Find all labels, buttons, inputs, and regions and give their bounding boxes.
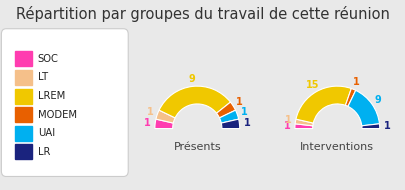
Text: 1: 1 bbox=[241, 107, 248, 117]
Text: SOC: SOC bbox=[38, 54, 59, 64]
Text: 1: 1 bbox=[284, 121, 291, 131]
Wedge shape bbox=[296, 86, 351, 123]
Bar bbox=[15, 107, 32, 122]
Text: MODEM: MODEM bbox=[38, 110, 77, 120]
Text: LT: LT bbox=[38, 72, 48, 82]
Text: 15: 15 bbox=[306, 80, 320, 90]
Wedge shape bbox=[295, 124, 313, 129]
Wedge shape bbox=[295, 119, 313, 126]
Text: 9: 9 bbox=[375, 95, 382, 105]
Wedge shape bbox=[156, 110, 175, 123]
Wedge shape bbox=[220, 110, 239, 123]
Text: UAI: UAI bbox=[38, 128, 55, 138]
Text: 1: 1 bbox=[144, 118, 151, 128]
Text: 1: 1 bbox=[244, 118, 250, 128]
Bar bbox=[15, 51, 32, 66]
Text: 1: 1 bbox=[384, 121, 391, 131]
Text: Répartition par groupes du travail de cette réunion: Répartition par groupes du travail de ce… bbox=[15, 6, 390, 22]
Bar bbox=[15, 144, 32, 159]
Wedge shape bbox=[217, 102, 236, 118]
Wedge shape bbox=[221, 119, 240, 129]
Wedge shape bbox=[348, 90, 379, 126]
Title: Interventions: Interventions bbox=[300, 142, 374, 152]
Text: 1: 1 bbox=[285, 115, 291, 125]
Text: 1: 1 bbox=[353, 77, 360, 87]
Wedge shape bbox=[345, 89, 356, 106]
Bar bbox=[15, 89, 32, 104]
Text: 9: 9 bbox=[188, 74, 195, 84]
Wedge shape bbox=[362, 124, 380, 129]
Wedge shape bbox=[159, 86, 230, 118]
FancyBboxPatch shape bbox=[1, 29, 128, 177]
Wedge shape bbox=[155, 119, 173, 129]
Text: LR: LR bbox=[38, 147, 50, 157]
Bar bbox=[15, 126, 32, 141]
Bar bbox=[15, 70, 32, 85]
Text: 1: 1 bbox=[147, 107, 153, 117]
Title: Présents: Présents bbox=[173, 142, 221, 152]
Text: LREM: LREM bbox=[38, 91, 65, 101]
Text: 1: 1 bbox=[236, 97, 243, 107]
